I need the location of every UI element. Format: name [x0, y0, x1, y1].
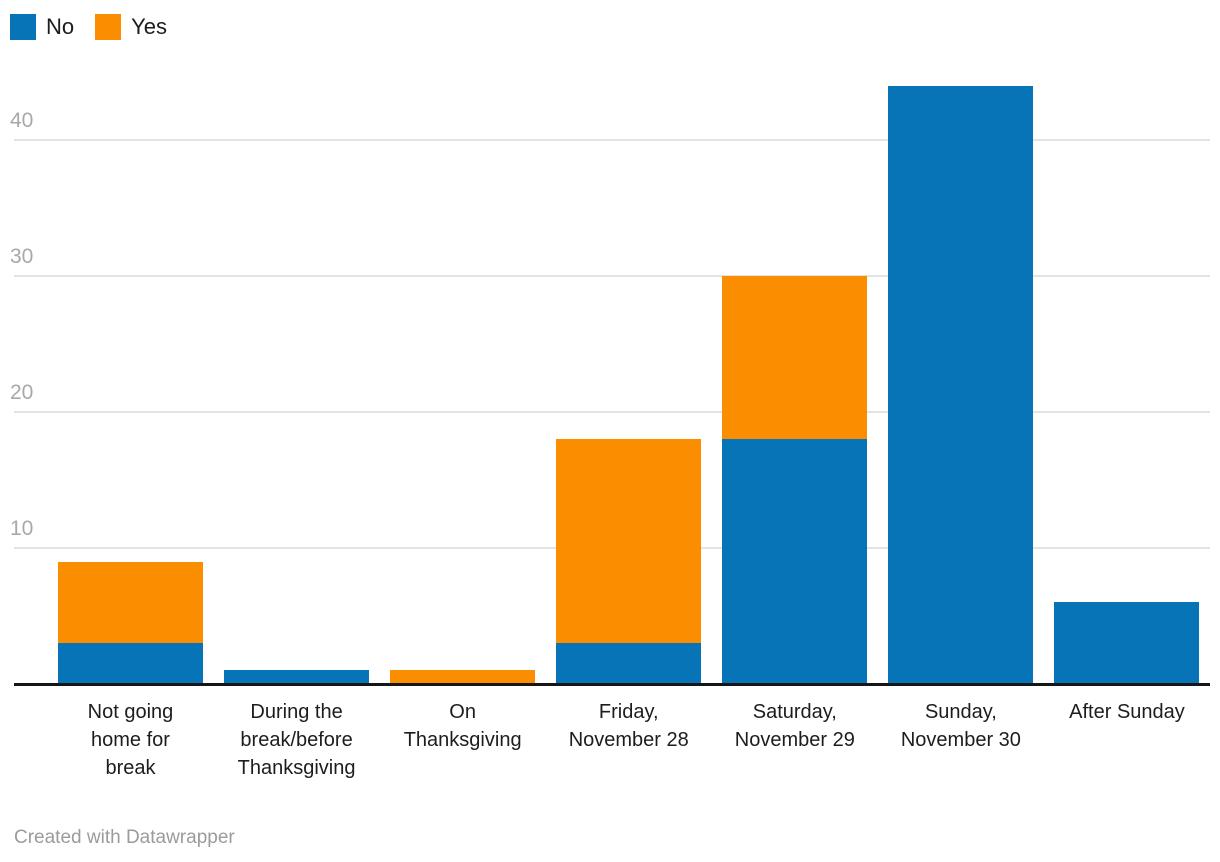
gridline-20: [14, 411, 1210, 413]
legend-swatch-no: [10, 14, 36, 40]
legend-item-yes: Yes: [95, 14, 167, 40]
x-category-label-3: On Thanksgiving: [403, 701, 522, 751]
y-tick-label-20: 20: [10, 381, 34, 404]
x-category-label-5: Saturday, November 29: [734, 701, 855, 751]
bar-segment-yes-category-4: [556, 439, 702, 644]
legend-label-yes: Yes: [131, 14, 168, 39]
x-category-label-7: After Sunday: [1069, 701, 1185, 723]
bar-segment-no-category-6: [888, 85, 1034, 684]
bar-segment-yes-category-1: [58, 561, 203, 644]
y-tick-label-40: 40: [10, 109, 34, 132]
gridline-40: [14, 139, 1210, 141]
x-category-label-6: Sunday, November 30: [900, 701, 1021, 751]
datawrapper-credit-link[interactable]: Created with Datawrapper: [14, 827, 235, 848]
chart-legend: No Yes: [10, 14, 167, 40]
bar-segment-no-category-7: [1054, 602, 1200, 684]
x-axis-line: [14, 682, 1210, 686]
x-category-label-2: During the break/before Thanksgiving: [237, 701, 356, 779]
bar-segment-yes-category-5: [722, 276, 868, 440]
bar-segment-yes-category-3: [390, 670, 536, 684]
y-tick-label-30: 30: [10, 245, 34, 268]
x-category-label-4: Friday, November 28: [568, 701, 689, 751]
legend-swatch-yes: [95, 14, 122, 40]
bar-segment-no-category-4: [556, 643, 702, 684]
bar-segment-no-category-2: [224, 670, 370, 684]
bar-segment-no-category-5: [722, 439, 868, 684]
x-category-label-1: Not going home for break: [87, 701, 174, 779]
bar-segment-no-category-1: [58, 643, 203, 684]
legend-label-no: No: [46, 14, 75, 39]
legend-item-no: No: [10, 14, 74, 40]
gridline-30: [14, 275, 1210, 277]
y-tick-label-10: 10: [10, 517, 34, 540]
